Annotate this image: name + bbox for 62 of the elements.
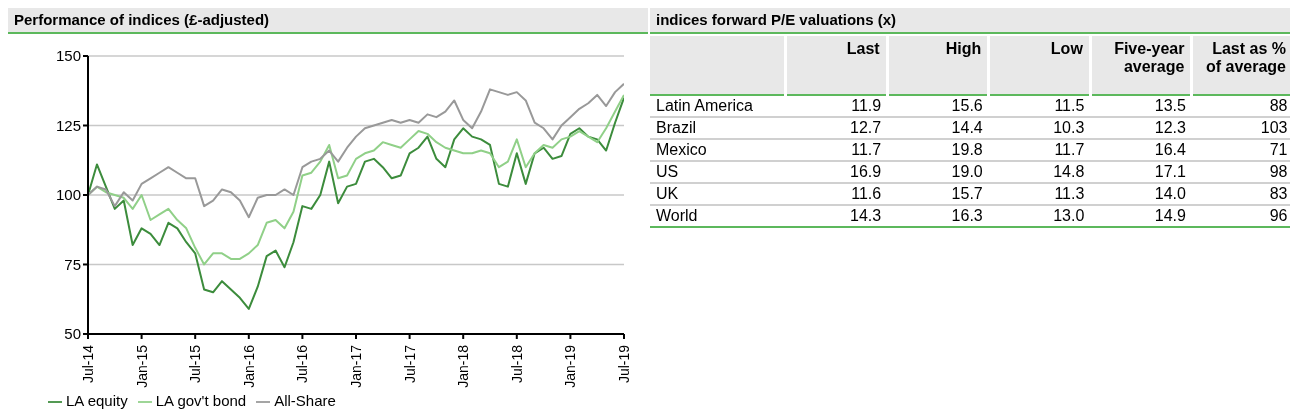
data-label: 16.4 — [1090, 139, 1192, 161]
y-tick-label: Mexico — [656, 141, 707, 158]
x-tick-label: Low — [1050, 40, 1083, 57]
data-label: 71 — [1191, 139, 1290, 161]
x-tick-label: Jul-18 — [508, 344, 525, 384]
data-label: 10.3 — [988, 117, 1091, 139]
data-label: 11.3 — [988, 183, 1091, 205]
x-tick-label: Last — [846, 40, 880, 57]
data-label: 16.9 — [785, 161, 888, 183]
data-label: 14.8 — [988, 161, 1091, 183]
data-label: 11.9 — [785, 95, 888, 117]
y-tick-label: World — [656, 207, 698, 224]
x-tick-label: High — [945, 40, 982, 57]
x-tick-label: Last as % of average — [1205, 40, 1286, 75]
x-tick-label: Jul-16 — [294, 344, 311, 384]
y-tick-label: Brazil — [656, 119, 697, 136]
y-tick-label: 50 — [64, 325, 81, 343]
data-label: 13.5 — [1090, 95, 1192, 117]
data-label: 19.8 — [887, 139, 989, 161]
x-tick-label: Jan-17 — [348, 344, 364, 388]
y-tick-label: US — [656, 163, 679, 180]
y-tick-label: Latin America — [656, 97, 753, 114]
data-label: 12.3 — [1090, 117, 1192, 139]
chart-title: indices forward P/E valuations (x) — [656, 11, 897, 28]
x-tick-label: Jan-19 — [562, 344, 579, 388]
data-label: 16.3 — [887, 205, 989, 227]
data-label: 14.4 — [887, 117, 989, 139]
y-tick-label: 150 — [55, 47, 81, 65]
data-label: 15.7 — [887, 183, 989, 205]
data-label: 13.0 — [988, 205, 1091, 227]
x-tick-label: Jan-15 — [133, 344, 150, 388]
data-label: 12.7 — [785, 117, 888, 139]
data-label: 17.1 — [1090, 161, 1192, 183]
data-label: 11.7 — [785, 139, 888, 161]
data-label: 88 — [1191, 95, 1290, 117]
y-tick-label: 75 — [64, 255, 81, 273]
x-tick-label: Five-year average — [1114, 40, 1185, 75]
data-label: 19.0 — [887, 161, 989, 183]
data-label: 11.5 — [988, 95, 1091, 117]
x-tick-label: Jan-16 — [240, 344, 257, 388]
data-label: 11.7 — [988, 139, 1091, 161]
x-tick-label: Jul-14 — [80, 344, 96, 384]
data-label: 103 — [1191, 117, 1290, 139]
chart-title: Performance of indices (£-adjusted) — [14, 11, 270, 28]
y-tick-label: UK — [656, 185, 679, 202]
x-tick-label: Jul-15 — [187, 344, 204, 384]
y-tick-label: 125 — [55, 116, 81, 134]
x-tick-label: Jul-17 — [401, 344, 418, 384]
data-label: 83 — [1191, 183, 1290, 205]
data-label: 15.6 — [887, 95, 989, 117]
x-tick-label: Jan-18 — [455, 344, 472, 388]
data-label: 11.6 — [785, 183, 888, 205]
data-label: 14.0 — [1090, 183, 1192, 205]
legend-label: LA equity — [66, 391, 128, 409]
legend-label: LA gov't bond — [155, 391, 247, 409]
data-label: 96 — [1191, 205, 1290, 227]
y-tick-label: 100 — [55, 186, 81, 204]
data-label: 14.9 — [1090, 205, 1192, 227]
data-label: 14.3 — [785, 205, 888, 227]
legend-label: All-Share — [274, 391, 336, 409]
data-label: 98 — [1191, 161, 1290, 183]
x-tick-label: Jul-19 — [616, 344, 632, 384]
